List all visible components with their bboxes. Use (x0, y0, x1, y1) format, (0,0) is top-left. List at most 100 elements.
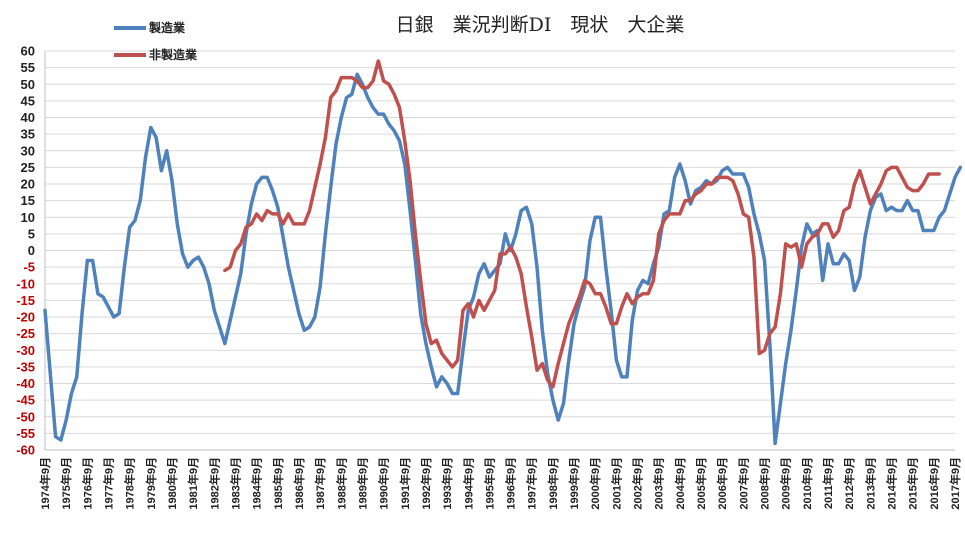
data-point (567, 322, 570, 325)
data-point (371, 79, 375, 83)
series-0 (43, 72, 963, 446)
data-point (594, 292, 597, 295)
data-point (721, 176, 724, 179)
data-point (715, 176, 719, 179)
x-tick-label: 2007年9月 (736, 457, 750, 510)
data-point (408, 209, 412, 212)
data-point (382, 112, 385, 116)
data-point (329, 96, 332, 99)
x-tick-label: 2001年9月 (609, 457, 623, 510)
data-point (959, 166, 962, 169)
data-point (297, 222, 301, 226)
data-point (773, 442, 777, 445)
x-tick-label: 2010年9月 (800, 457, 814, 510)
data-point (149, 126, 153, 129)
data-point (752, 212, 756, 216)
data-point (345, 96, 348, 99)
x-tick-label: 1980年9月 (165, 457, 179, 510)
data-point (49, 372, 52, 375)
data-point (525, 305, 528, 309)
data-point (810, 236, 814, 239)
data-point (694, 192, 697, 196)
data-point (398, 139, 401, 142)
data-point (816, 232, 819, 236)
data-point (890, 206, 893, 209)
data-point (392, 93, 396, 96)
x-tick-label: 2009年9月 (779, 457, 793, 510)
data-point (139, 199, 142, 202)
data-point (244, 226, 248, 229)
data-point (334, 142, 338, 146)
data-point (223, 342, 227, 345)
y-tick-label: 5 (28, 226, 35, 241)
data-point (361, 86, 364, 89)
x-tick-label: 1977年9月 (101, 457, 115, 510)
data-point (102, 295, 105, 299)
data-point (847, 259, 851, 262)
data-point (604, 305, 608, 309)
data-point (414, 259, 417, 262)
data-point (308, 209, 311, 212)
x-tick-label: 1987年9月 (313, 457, 327, 510)
data-point (758, 232, 761, 236)
data-point (636, 295, 639, 299)
data-point (858, 275, 861, 279)
data-point (334, 89, 338, 93)
data-point (255, 182, 258, 186)
data-point (937, 216, 941, 219)
y-tick-label: -50 (16, 409, 35, 424)
data-point (535, 265, 539, 269)
data-point (493, 269, 496, 272)
data-point (324, 136, 327, 139)
data-point (387, 83, 391, 86)
data-point (752, 255, 756, 259)
data-point (303, 329, 306, 332)
data-point (763, 259, 766, 262)
data-point (287, 265, 290, 269)
x-tick-label: 2013年9月 (863, 457, 877, 510)
data-point (445, 359, 449, 362)
data-point (726, 166, 729, 169)
data-point (430, 365, 433, 369)
data-point (943, 209, 946, 212)
x-tick-label: 1992年9月 (419, 457, 433, 510)
data-point (683, 199, 687, 202)
data-point (900, 209, 904, 212)
series-line (223, 59, 941, 389)
x-tick-label: 2006年9月 (715, 457, 729, 510)
x-tick-label: 2017年9月 (948, 457, 962, 510)
series-lines (43, 59, 963, 446)
x-tick-label: 2000年9月 (588, 457, 602, 510)
y-tick-label: 40 (21, 110, 35, 125)
data-point (646, 292, 650, 295)
data-point (731, 179, 734, 182)
y-tick-label: 30 (21, 143, 35, 158)
data-point (885, 209, 888, 212)
data-point (599, 292, 602, 295)
data-point (403, 162, 406, 166)
data-point (869, 202, 872, 206)
data-point (70, 392, 73, 395)
data-point (736, 172, 740, 176)
x-tick-label: 1988年9月 (334, 457, 348, 510)
data-point (683, 179, 687, 182)
data-point (165, 149, 168, 152)
data-point (170, 179, 174, 182)
data-point (768, 332, 772, 335)
x-tick-label: 1981年9月 (186, 457, 200, 510)
y-tick-label: -10 (16, 276, 35, 291)
data-point (853, 289, 856, 292)
data-point (784, 242, 787, 246)
data-point (609, 309, 613, 312)
x-tick-label: 2015年9月 (906, 457, 920, 510)
data-point (689, 199, 692, 202)
x-tick-label: 2011年9月 (821, 457, 835, 509)
data-point (144, 156, 147, 159)
data-point (541, 362, 544, 365)
data-point (773, 325, 777, 329)
x-tick-label: 1993年9月 (440, 457, 454, 510)
data-point (705, 179, 708, 182)
data-point (424, 322, 428, 325)
data-point (440, 352, 443, 355)
